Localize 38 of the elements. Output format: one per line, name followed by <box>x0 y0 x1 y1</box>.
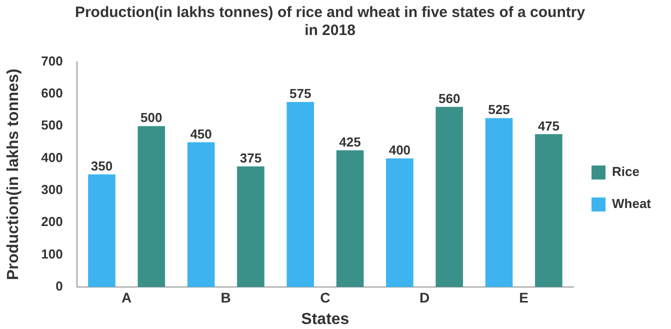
x-tick-label: C <box>320 289 330 306</box>
y-axis-title: Production(in lakhs tonnes) <box>5 68 22 280</box>
bar <box>386 158 414 287</box>
bar <box>88 174 116 287</box>
x-tick-label: A <box>121 289 132 306</box>
data-label: 575 <box>290 86 312 102</box>
bar <box>237 166 264 287</box>
data-label: 475 <box>538 118 560 134</box>
bar <box>485 118 513 287</box>
data-label: 560 <box>438 90 460 106</box>
legend-label: Wheat <box>612 196 652 212</box>
bar <box>436 106 464 287</box>
x-tick-label: D <box>419 289 430 306</box>
bar <box>138 126 166 287</box>
bar <box>286 102 314 287</box>
x-tick-label: E <box>519 289 529 306</box>
y-tick-label: 500 <box>41 118 63 133</box>
y-tick-label: 700 <box>41 53 63 68</box>
y-tick-label: 0 <box>56 278 63 294</box>
bar <box>535 134 562 287</box>
x-axis-title: States <box>301 310 350 328</box>
bar <box>336 150 364 287</box>
y-tick-label: 600 <box>41 86 63 101</box>
data-label: 375 <box>240 150 262 166</box>
bar <box>187 142 215 287</box>
data-label: 500 <box>140 110 162 126</box>
data-label: 450 <box>190 126 212 142</box>
data-label: 525 <box>488 102 510 118</box>
x-tick-label: B <box>220 289 231 306</box>
chart-title: Production(in lakhs tonnes) of rice and wheat in five states of a country in 2018 <box>74 4 586 40</box>
data-label: 425 <box>339 134 361 150</box>
y-tick-label: 300 <box>41 182 63 198</box>
data-label: 400 <box>388 142 411 158</box>
y-tick-label: 400 <box>41 150 63 165</box>
y-tick-label: 200 <box>41 214 63 230</box>
y-tick-label: 100 <box>41 246 63 262</box>
legend-label: Rice <box>612 164 640 180</box>
data-label: 350 <box>90 158 113 174</box>
